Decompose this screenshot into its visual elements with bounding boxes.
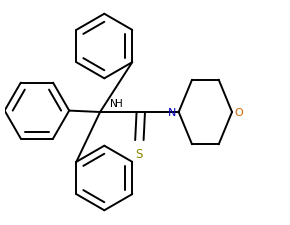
Text: S: S: [136, 147, 143, 160]
Text: N: N: [168, 108, 176, 117]
Text: N: N: [110, 98, 118, 108]
Text: H: H: [115, 98, 123, 108]
Text: O: O: [234, 108, 243, 117]
